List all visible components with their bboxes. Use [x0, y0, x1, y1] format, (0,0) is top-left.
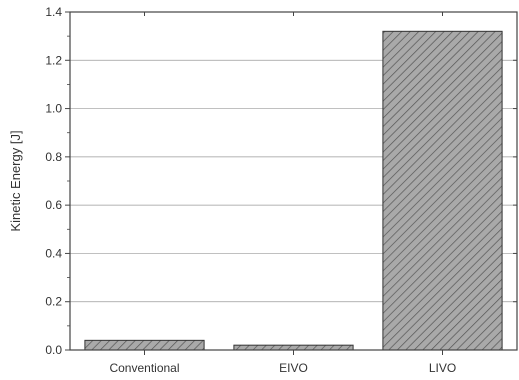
x-tick-label-livo: LIVO — [429, 361, 456, 375]
y-tick-label-2: 0.4 — [45, 246, 62, 260]
axes — [65, 11, 518, 355]
y-tick-label-1: 0.2 — [45, 295, 62, 309]
x-tick-label-eivo: EIVO — [279, 361, 308, 375]
bar-eivo — [233, 344, 354, 351]
labels: 0.0 0.2 0.4 0.6 0.8 1.0 1.2 1.4 Conventional EIVO… — [8, 5, 456, 375]
x-tick-label-conventional: Conventional — [109, 361, 179, 375]
y-tick-label-6: 1.2 — [45, 53, 62, 67]
y-tick-label-5: 1.0 — [45, 102, 62, 116]
y-tick-label-7: 1.4 — [45, 5, 62, 19]
y-tick-label-3: 0.6 — [45, 198, 62, 212]
y-axis-label: Kinetic Energy [J] — [8, 130, 23, 231]
bar-livo — [382, 30, 503, 351]
y-tick-label-4: 0.8 — [45, 150, 62, 164]
y-tick-label-0: 0.0 — [45, 343, 62, 357]
bar-conventional — [84, 339, 205, 351]
plot-frame — [69, 11, 518, 351]
bars — [84, 30, 503, 351]
